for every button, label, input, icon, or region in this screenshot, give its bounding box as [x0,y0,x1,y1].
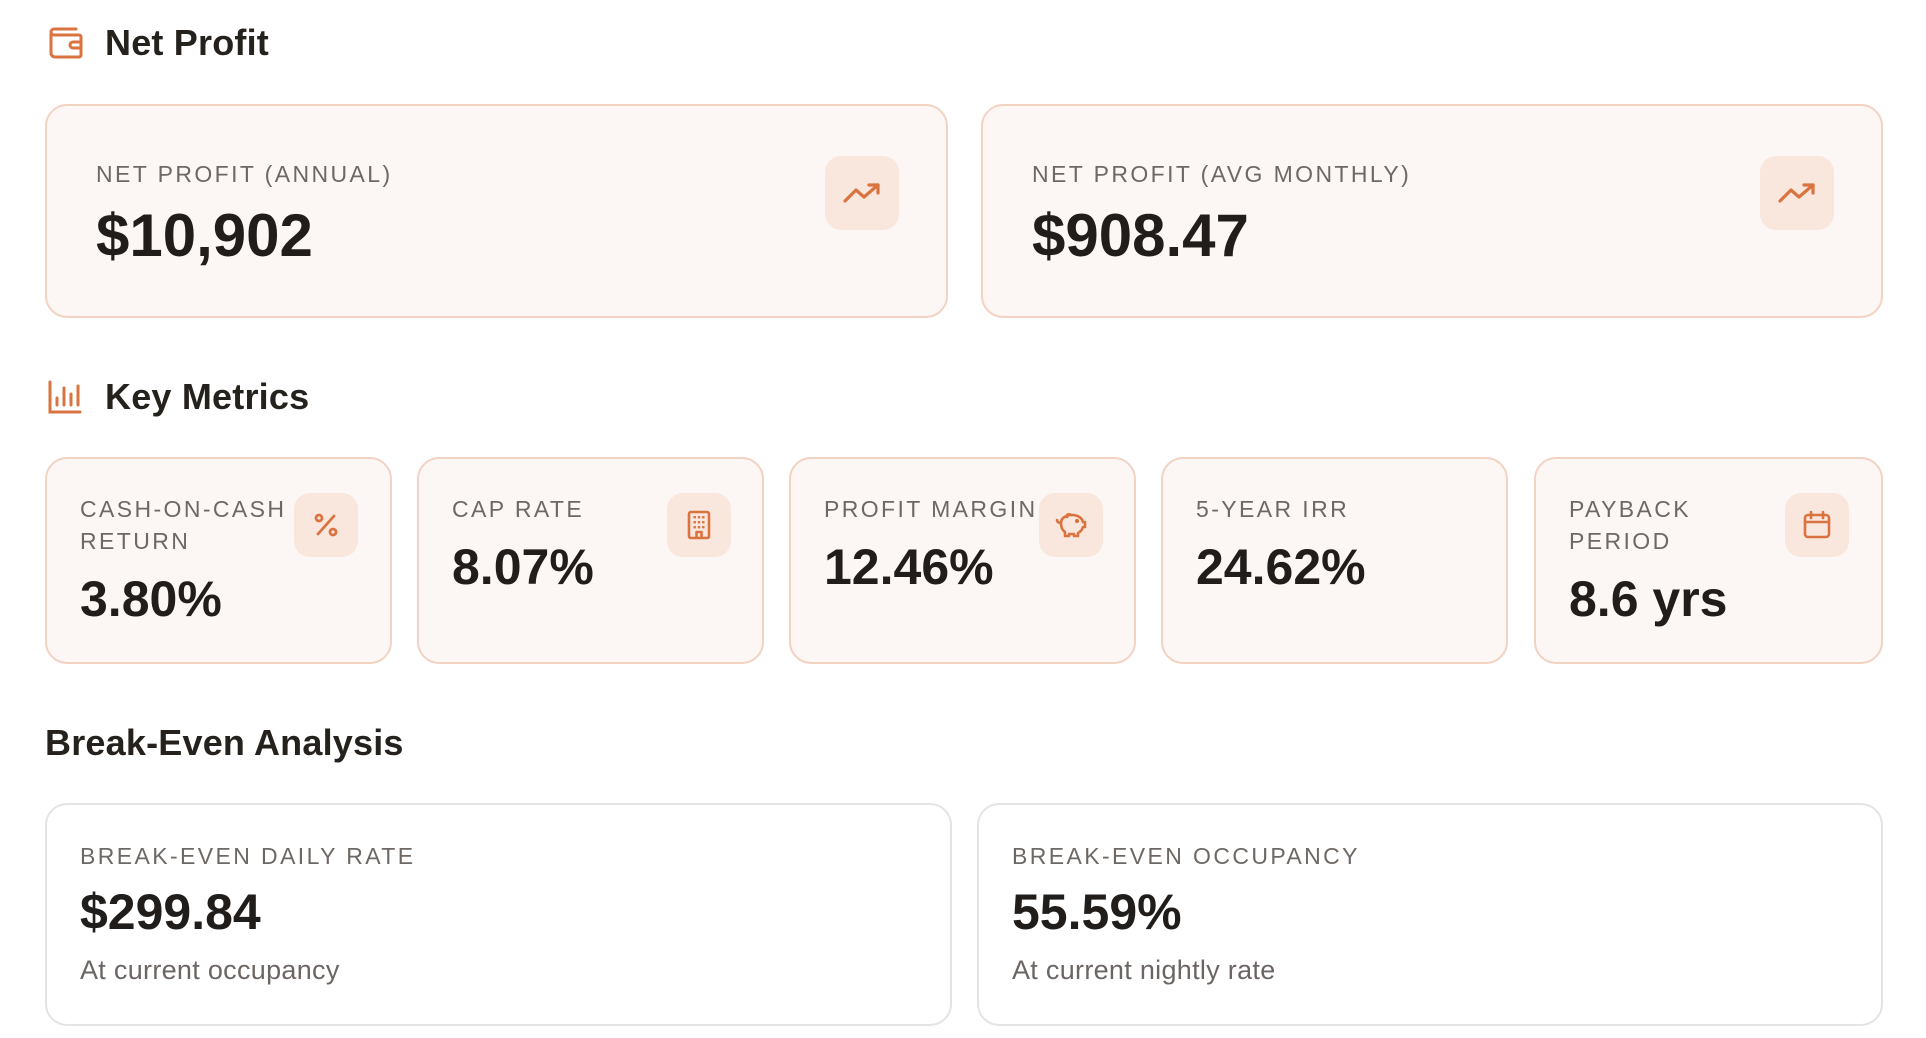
metric-label: PAYBACK PERIOD [1569,493,1691,557]
metric-value: 12.46% [824,539,994,595]
metric-label: NET PROFIT (AVG MONTHLY) [1032,161,1412,187]
metric-card-cash-on-cash: CASH-ON-CASH RETURN 3.80% [45,457,392,664]
metric-value: $299.84 [80,884,261,940]
metric-label-line: 5-YEAR IRR [1196,496,1350,522]
metric-card-payback-period: PAYBACK PERIOD 8.6 yrs [1534,457,1883,664]
metric-value: 3.80% [80,571,222,627]
metric-label: BREAK-EVEN DAILY RATE [80,843,416,869]
metric-label-line: PERIOD [1569,528,1672,554]
metric-note: At current nightly rate [1012,955,1276,985]
metric-label-line: CASH-ON-CASH [80,496,287,522]
metric-card-cap-rate: CAP RATE 8.07% [417,457,764,664]
break-even-occupancy-card: BREAK-EVEN OCCUPANCY 55.59% At current n… [977,803,1883,1026]
metric-value: $10,902 [96,202,313,269]
metric-value: 24.62% [1196,539,1366,595]
metric-value: 55.59% [1012,884,1182,940]
bar-chart-icon [45,377,85,417]
key-metrics-section-header: Key Metrics [45,376,309,418]
metric-label: CAP RATE [452,493,584,525]
section-title: Key Metrics [105,376,310,417]
metric-label: BREAK-EVEN OCCUPANCY [1012,843,1360,869]
metric-value: $908.47 [1032,202,1249,269]
break-even-daily-rate-card: BREAK-EVEN DAILY RATE $299.84 At current… [45,803,952,1026]
metric-label: 5-YEAR IRR [1196,493,1349,525]
metric-label: PROFIT MARGIN [824,493,1038,525]
section-title: Net Profit [105,22,269,63]
metric-card-profit-margin: PROFIT MARGIN 12.46% [789,457,1136,664]
piggy-bank-icon [1039,493,1103,557]
break-even-section-header: Break-Even Analysis [45,722,404,764]
metric-value: 8.07% [452,539,594,595]
net-profit-annual-card: NET PROFIT (ANNUAL) $10,902 [45,104,948,318]
metric-value: 8.6 yrs [1569,571,1728,627]
metric-note: At current occupancy [80,955,340,985]
net-profit-section-header: Net Profit [45,22,269,64]
wallet-icon [45,23,85,63]
metric-label: NET PROFIT (ANNUAL) [96,161,393,187]
calendar-icon [1785,493,1849,557]
trending-up-icon [825,156,899,230]
metric-label-line: PAYBACK [1569,496,1692,522]
metric-label: CASH-ON-CASH RETURN [80,493,286,557]
metric-label-line: PROFIT MARGIN [824,496,1038,522]
section-title: Break-Even Analysis [45,722,404,763]
metric-card-irr: 5-YEAR IRR 24.62% [1161,457,1508,664]
trending-up-icon [1760,156,1834,230]
metric-label-line: CAP RATE [452,496,585,522]
net-profit-monthly-card: NET PROFIT (AVG MONTHLY) $908.47 [981,104,1883,318]
building-icon [667,493,731,557]
metric-label-line: RETURN [80,528,191,554]
percent-icon [294,493,358,557]
